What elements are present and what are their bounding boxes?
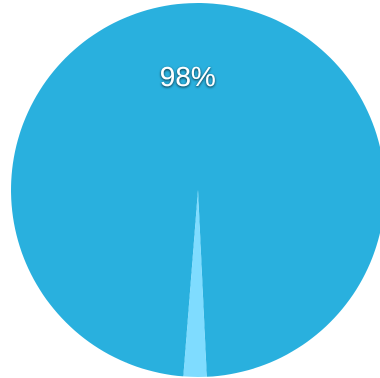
pie-slice-1 bbox=[183, 190, 207, 377]
pie-slice-label-0: 98% bbox=[160, 61, 216, 92]
pie-slice-0 bbox=[11, 3, 380, 377]
